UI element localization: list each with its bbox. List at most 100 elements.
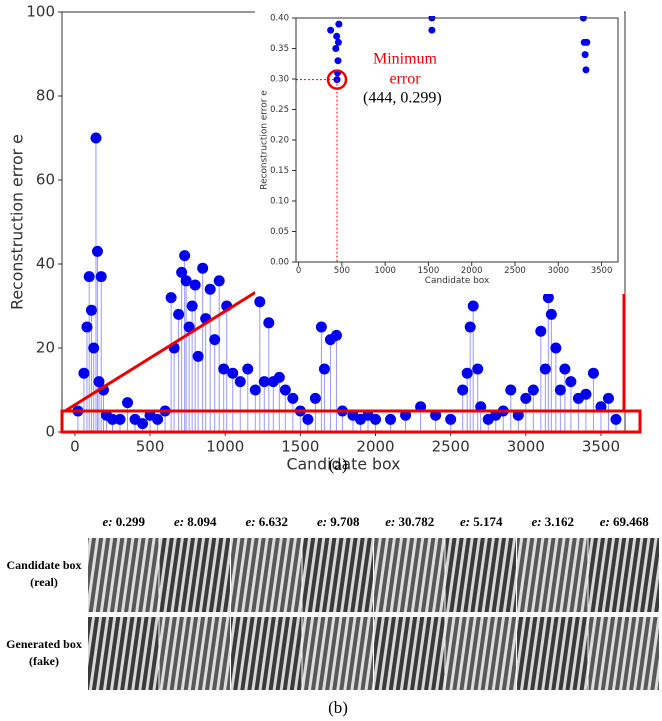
- y-tick-label: 60: [36, 171, 55, 189]
- row-label: Candidate box: [6, 558, 81, 572]
- data-point: [565, 376, 577, 388]
- y-axis-label: Reconstruction error e: [8, 134, 27, 310]
- x-tick-label: 1000: [206, 438, 244, 456]
- error-label: e: 6.632: [245, 514, 288, 529]
- data-point: [273, 371, 285, 383]
- error-prefix: e:: [317, 514, 327, 529]
- data-point: [176, 266, 188, 278]
- data-point: [197, 262, 209, 274]
- box-image: [88, 617, 159, 690]
- data-point: [114, 413, 126, 425]
- x-tick-label: 3500: [591, 266, 613, 276]
- x-tick-label: 2500: [432, 438, 470, 456]
- data-point: [445, 413, 457, 425]
- box-image: [588, 617, 659, 690]
- data-point: [254, 296, 266, 308]
- data-point: [152, 413, 164, 425]
- x-tick-label: 3500: [582, 438, 620, 456]
- data-point: [85, 304, 97, 316]
- inset-background: [255, 8, 624, 294]
- x-tick-label: 1000: [374, 266, 396, 276]
- point-label: (444, 0.299): [363, 90, 442, 107]
- data-point: [472, 363, 484, 375]
- data-point: [610, 413, 622, 425]
- data-point: [287, 392, 299, 404]
- error-value: 8.094: [187, 514, 217, 529]
- data-point: [122, 397, 134, 409]
- error-label: e: 9.708: [317, 514, 360, 529]
- data-point: [209, 334, 221, 346]
- error-label: e: 5.174: [460, 514, 503, 529]
- y-tick-label: 0.20: [270, 136, 289, 146]
- data-point: [83, 271, 95, 283]
- data-point: [192, 350, 204, 362]
- box-image: [517, 538, 588, 612]
- data-point: [334, 38, 342, 46]
- data-point: [333, 32, 341, 40]
- y-tick-label: 0.35: [270, 44, 289, 54]
- annotation: error: [389, 71, 421, 88]
- data-point: [554, 384, 566, 396]
- error-label: e: 0.299: [102, 514, 145, 529]
- data-point: [90, 132, 102, 144]
- box-image: [374, 617, 445, 690]
- box-image: [88, 538, 159, 612]
- y-axis-label: Reconstruction error e: [260, 90, 270, 189]
- data-point: [545, 308, 557, 320]
- data-point: [583, 38, 591, 46]
- zoom-region: [60, 409, 642, 434]
- data-point: [186, 300, 198, 312]
- data-point: [334, 57, 342, 65]
- data-point: [180, 275, 192, 287]
- data-point: [302, 413, 314, 425]
- data-point: [559, 363, 571, 375]
- box-image: [374, 538, 445, 612]
- x-axis-label: Candidate box: [425, 276, 489, 286]
- error-label: e: 69.468: [600, 514, 650, 529]
- annotation: Minimum: [373, 51, 438, 68]
- data-point: [88, 342, 100, 354]
- box-image: [445, 617, 516, 690]
- data-point: [93, 376, 105, 388]
- data-point: [580, 388, 592, 400]
- data-point: [505, 384, 517, 396]
- x-tick-label: 0: [296, 266, 301, 276]
- box-image: [159, 538, 230, 612]
- x-tick-label: 2500: [504, 266, 526, 276]
- error-value: 5.174: [473, 514, 503, 529]
- data-point: [204, 283, 216, 295]
- y-tick-label: 20: [36, 339, 55, 357]
- x-tick-label: 1500: [281, 438, 319, 456]
- error-prefix: e:: [600, 514, 610, 529]
- y-tick-label: 0.25: [270, 105, 289, 115]
- data-point: [258, 376, 270, 388]
- data-point: [165, 292, 177, 304]
- data-point: [527, 384, 539, 396]
- data-point: [582, 66, 590, 74]
- data-point: [550, 342, 562, 354]
- data-point: [335, 20, 343, 28]
- box-image: [231, 617, 302, 690]
- y-tick-label: 0.15: [270, 166, 289, 176]
- error-prefix: e:: [385, 514, 395, 529]
- error-prefix: e:: [531, 514, 541, 529]
- plot-area: [72, 132, 622, 432]
- data-point: [137, 418, 149, 430]
- data-point: [106, 413, 118, 425]
- error-value: 69.468: [613, 514, 649, 529]
- data-point: [213, 275, 225, 287]
- row-label: (fake): [29, 654, 59, 668]
- data-point: [587, 367, 599, 379]
- data-point: [602, 392, 614, 404]
- box-image: [302, 538, 373, 612]
- data-point: [91, 245, 103, 257]
- error-prefix: e:: [102, 514, 112, 529]
- box-image: [445, 538, 516, 612]
- data-point: [330, 329, 342, 341]
- row-label: Generated box: [6, 637, 82, 651]
- y-tick-label: 0: [45, 423, 55, 441]
- box-image: [159, 617, 230, 690]
- data-point: [542, 292, 554, 304]
- minimum-marker: [326, 69, 348, 90]
- data-point: [183, 321, 195, 333]
